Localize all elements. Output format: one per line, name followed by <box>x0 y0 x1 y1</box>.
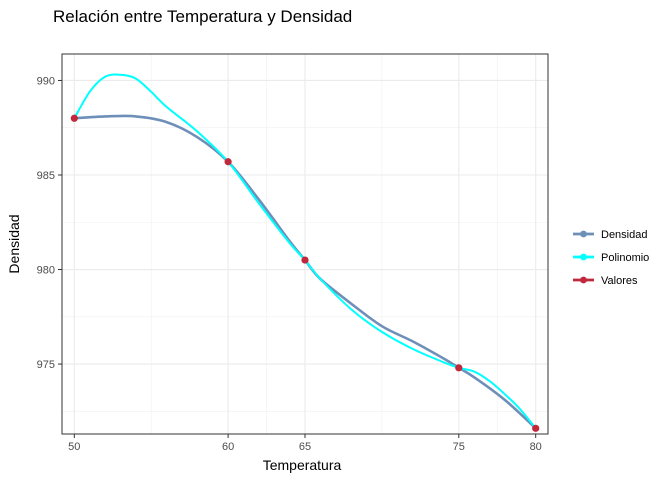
x-axis-ticks: 50 60 65 75 80 <box>68 434 542 453</box>
y-axis-title: Densidad <box>6 214 22 273</box>
y-tick-label: 985 <box>37 170 55 182</box>
data-point-valores <box>455 364 463 372</box>
plot-grid <box>62 54 548 434</box>
y-tick-label: 990 <box>37 75 55 87</box>
legend-label-densidad: Densidad <box>601 229 647 241</box>
legend-key-point-polinomio <box>580 253 587 261</box>
data-point-valores <box>532 424 540 432</box>
legend-label-polinomio: Polinomio <box>601 252 649 264</box>
x-tick-label: 80 <box>530 441 542 453</box>
legend-label-valores: Valores <box>601 275 638 287</box>
legend-key-point-densidad <box>580 230 587 238</box>
y-tick-label: 975 <box>37 359 55 371</box>
x-tick-label: 75 <box>453 441 465 453</box>
series-layer <box>70 73 540 432</box>
x-tick-label: 50 <box>68 441 80 453</box>
data-point-valores <box>224 158 232 166</box>
x-axis-title: Temperatura <box>263 457 342 473</box>
y-tick-label: 980 <box>37 265 55 277</box>
data-point-valores <box>70 114 78 122</box>
legend: Densidad Polinomio Valores <box>573 229 649 287</box>
x-tick-label: 65 <box>299 441 311 453</box>
data-point-valores <box>301 256 309 264</box>
y-axis-ticks: 975 980 985 990 <box>37 75 62 371</box>
chart-title: Relación entre Temperatura y Densidad <box>53 7 352 26</box>
legend-key-point-valores <box>580 276 587 284</box>
x-tick-label: 60 <box>222 441 234 453</box>
